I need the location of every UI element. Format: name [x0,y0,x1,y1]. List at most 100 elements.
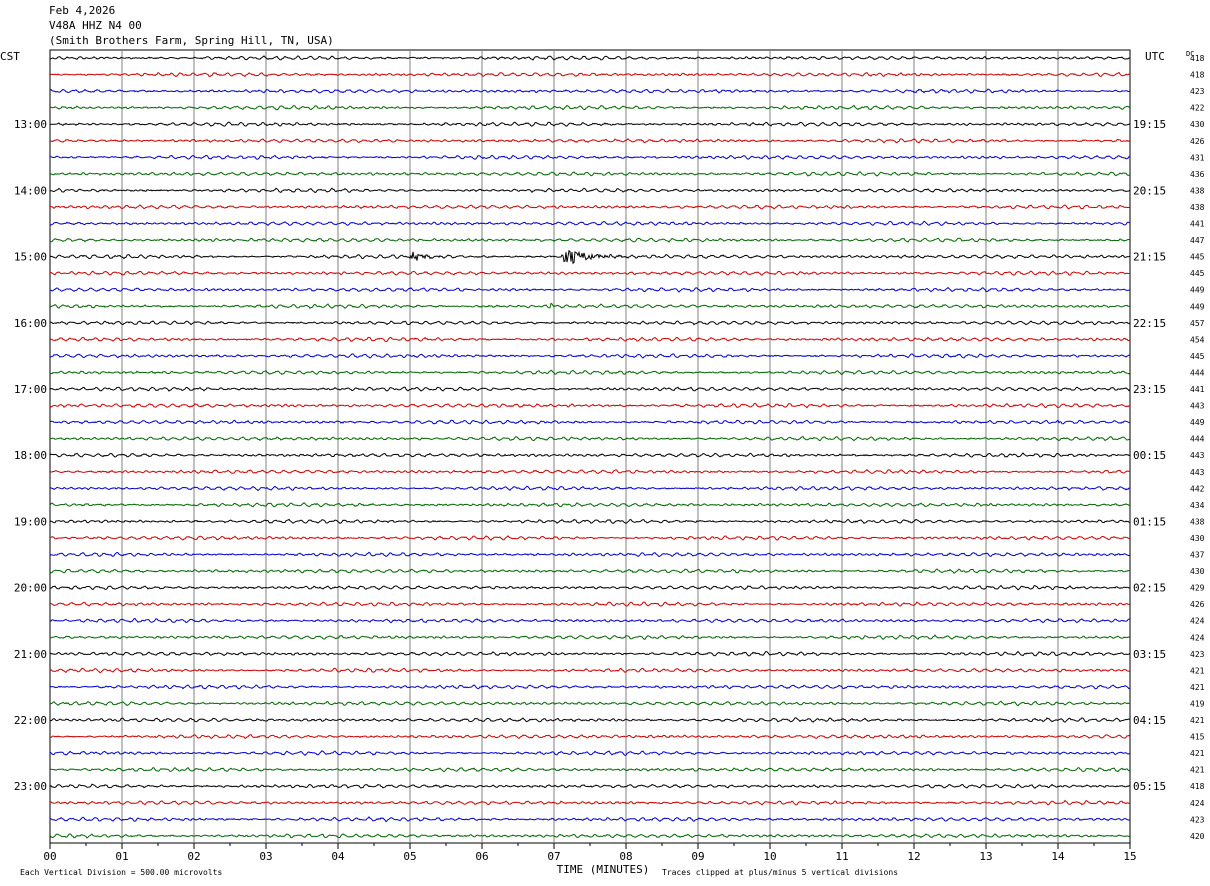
x-tick-label: 11 [835,850,848,863]
seismic-trace [49,667,1131,674]
seismic-trace [49,734,1131,740]
dc-value-label: 447 [1190,236,1205,245]
dc-value-label: 421 [1190,683,1205,692]
dc-value-label: 424 [1190,617,1205,626]
seismic-trace [49,816,1131,823]
x-tick-label: 13 [979,850,992,863]
dc-value-label: 423 [1190,87,1205,96]
seismic-trace [49,833,1131,839]
seismic-trace [49,502,1131,508]
utc-axis-label: UTC [1145,50,1165,63]
dc-value-label: 445 [1190,269,1205,278]
seismic-trace [49,104,1131,111]
dc-value-label: 418 [1190,71,1205,80]
x-tick-label: 01 [115,850,128,863]
seismic-trace [49,485,1131,492]
seismic-trace [49,71,1131,78]
x-tick-label: 06 [475,850,488,863]
dc-value-label: 445 [1190,253,1205,262]
dc-value-label: 436 [1190,170,1205,179]
cst-hour-label: 14:00 [14,184,47,197]
dc-value-label: 441 [1190,385,1205,394]
seismic-trace [49,237,1131,243]
x-tick-label: 00 [43,850,56,863]
cst-hour-label: 23:00 [14,780,47,793]
seismic-trace [49,88,1131,94]
seismic-trace [49,767,1131,773]
utc-hour-label: 05:15 [1133,780,1166,793]
dc-value-label: 438 [1190,186,1205,195]
seismic-trace [49,535,1131,541]
cst-hour-label: 16:00 [14,317,47,330]
seismic-trace [49,717,1131,723]
x-tick-label: 12 [907,850,920,863]
dc-value-label: 418 [1190,54,1205,63]
seismic-trace [50,286,1131,293]
x-tick-label: 05 [403,850,416,863]
dc-value-label: 442 [1190,484,1205,493]
seismic-trace [49,700,1131,707]
x-tick-label: 04 [331,850,345,863]
dc-value-label: 444 [1190,435,1205,444]
utc-hour-label: 00:15 [1133,449,1166,462]
cst-axis-label: CST [0,50,20,63]
seismic-trace [49,551,1131,558]
station-location: (Smith Brothers Farm, Spring Hill, TN, U… [49,34,334,47]
dc-value-label: 443 [1190,451,1205,460]
dc-value-label: 430 [1190,534,1205,543]
seismic-trace [49,436,1131,442]
utc-hour-label: 21:15 [1133,251,1166,264]
dc-value-label: 441 [1190,220,1205,229]
dc-value-label: 421 [1190,766,1205,775]
plot-date: Feb 4,2026 [49,4,116,17]
dc-value-label: 420 [1190,832,1205,841]
seismic-trace [49,684,1131,690]
seismic-trace [49,650,1131,657]
dc-value-label: 443 [1190,468,1205,477]
seismic-trace [49,220,1131,226]
seismic-trace [49,750,1131,756]
cst-hour-label: 13:00 [14,118,47,131]
seismic-trace [49,402,1130,409]
x-tick-label: 15 [1123,850,1136,863]
seismic-trace [49,568,1131,574]
seismic-trace [49,187,1131,194]
dc-value-label: 444 [1190,368,1205,377]
dc-value-label: 431 [1190,153,1205,162]
dc-value-label: 443 [1190,402,1205,411]
plot-frame [49,49,1131,844]
dc-value-label: 418 [1190,782,1205,791]
seismic-trace [50,154,1131,160]
cst-hour-label: 20:00 [14,582,47,595]
vertical-division-note: Each Vertical Division = 500.00 microvol… [20,868,222,877]
seismic-trace [49,419,1131,425]
utc-hour-label: 03:15 [1133,648,1166,661]
x-axis-title: TIME (MINUTES) [557,863,650,876]
utc-hour-label: 20:15 [1133,184,1166,197]
dc-value-label: 449 [1190,418,1205,427]
dc-axis-label: DC [1186,50,1194,58]
dc-value-label: 438 [1190,517,1205,526]
seismic-trace [49,137,1131,144]
seismic-trace [50,617,1131,624]
seismic-trace [49,302,1131,310]
dc-value-label: 421 [1190,666,1205,675]
seismic-trace [50,320,1131,326]
cst-hour-label: 19:00 [14,515,47,528]
seismic-trace [49,171,1131,177]
x-tick-label: 08 [619,850,632,863]
dc-value-label: 426 [1190,137,1205,146]
x-tick-label: 03 [259,850,272,863]
seismic-trace [49,249,1131,265]
dc-value-label: 449 [1190,302,1205,311]
cst-hour-label: 17:00 [14,383,47,396]
seismic-trace [49,386,1131,392]
x-tick-label: 07 [547,850,560,863]
cst-hour-label: 22:00 [14,714,47,727]
x-tick-label: 09 [691,850,704,863]
seismic-trace [49,584,1131,591]
seismic-trace [49,55,1131,61]
dc-value-label: 424 [1190,633,1205,642]
dc-value-label: 438 [1190,203,1205,212]
